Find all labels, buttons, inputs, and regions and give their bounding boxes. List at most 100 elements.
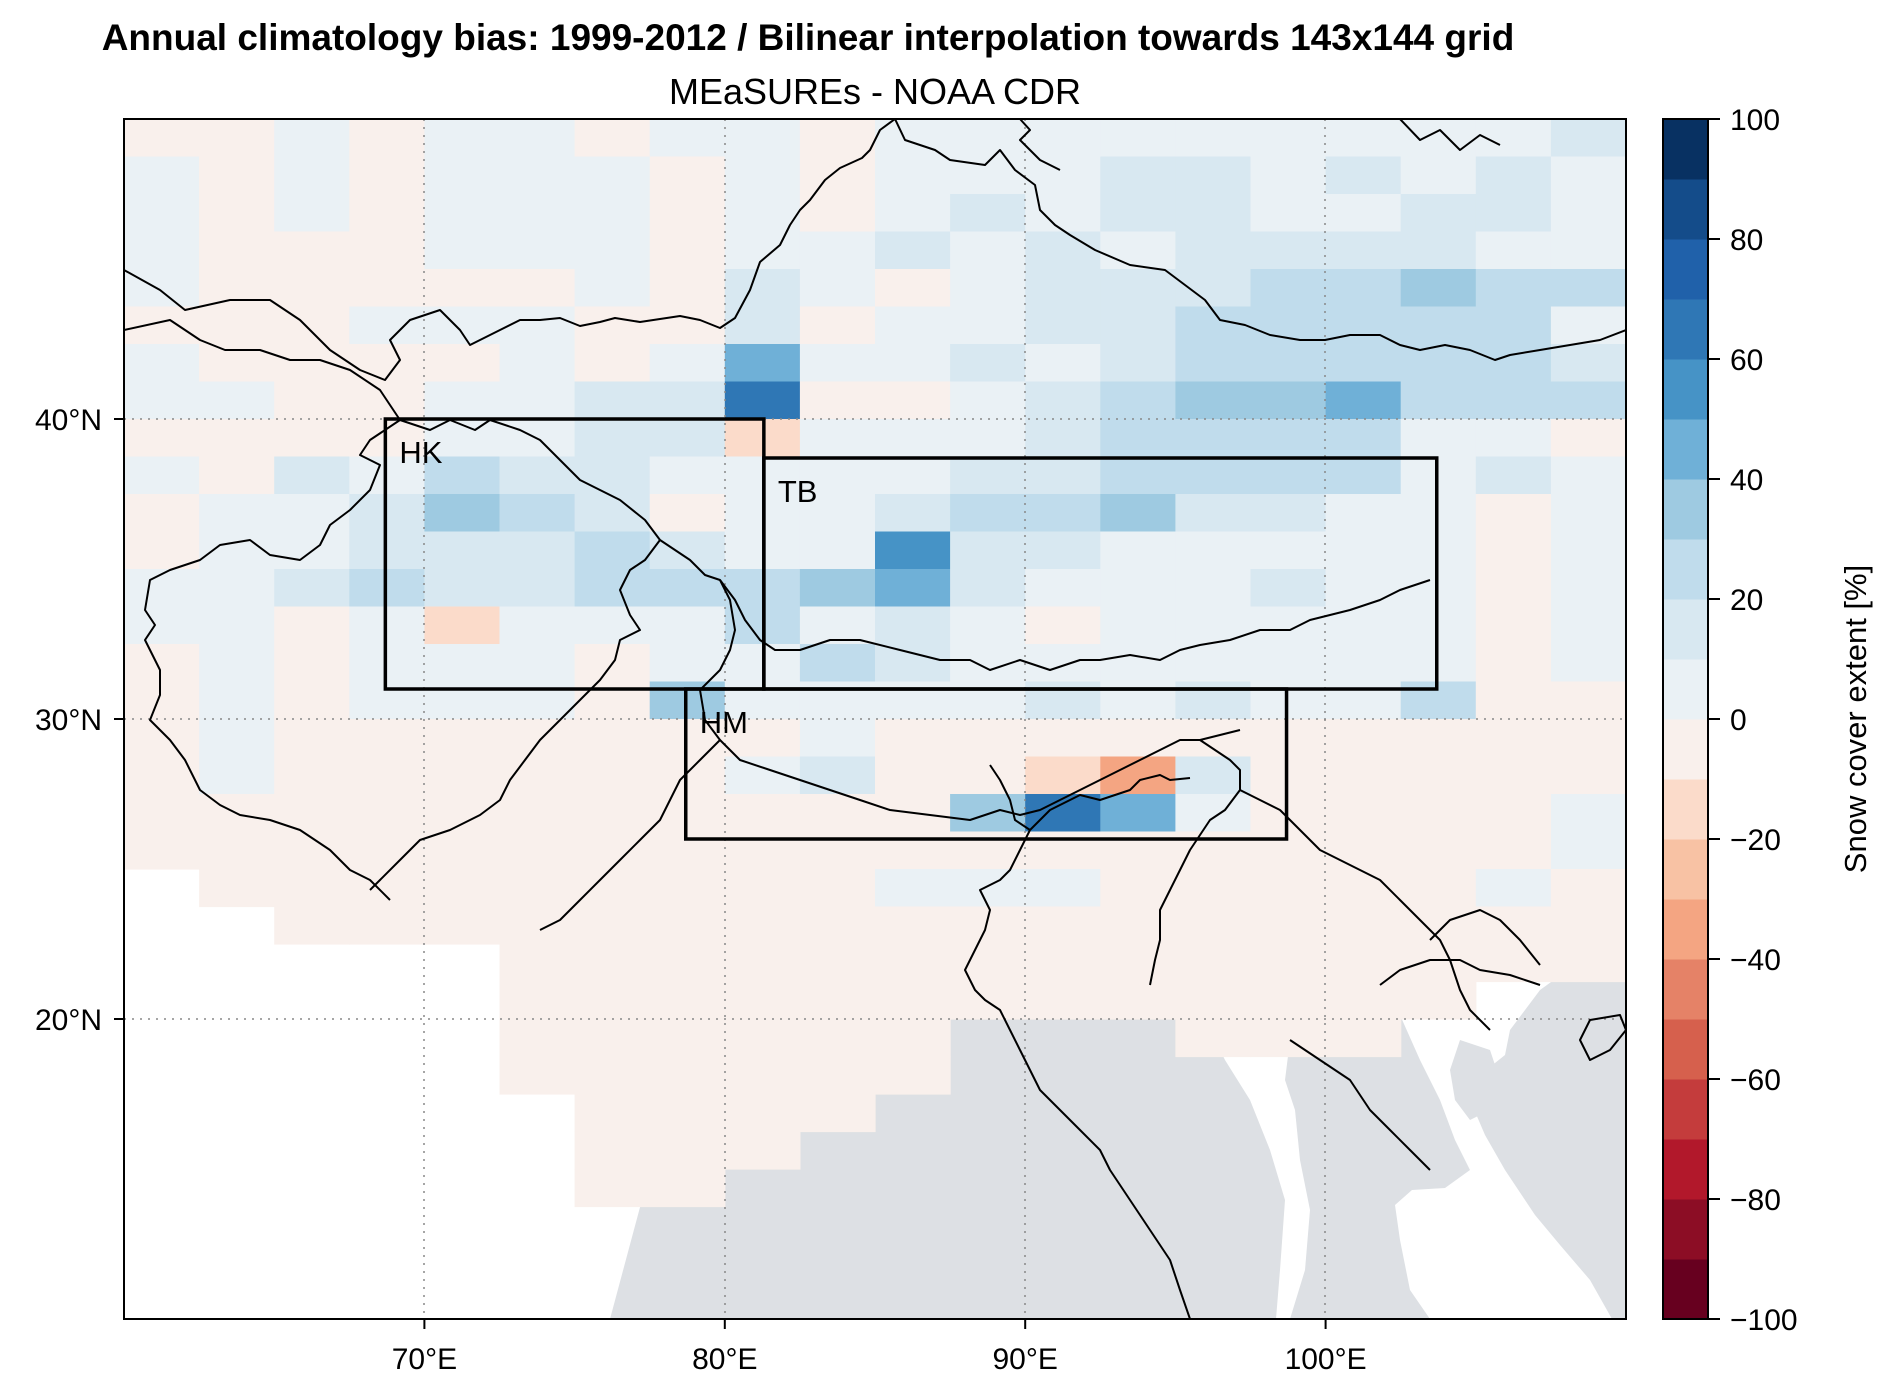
grid-cell	[1175, 306, 1252, 345]
colorbar-tick-label: −100	[1730, 1304, 1798, 1337]
grid-cell	[1250, 869, 1327, 908]
grid-cell	[649, 1131, 726, 1170]
lat-tick-label: 20°N	[35, 1004, 102, 1037]
grid-cell	[1400, 381, 1477, 420]
grid-cell	[124, 231, 200, 270]
grid-cell	[724, 794, 801, 833]
grid-cell	[424, 231, 501, 270]
grid-cell	[1175, 456, 1252, 495]
grid-cell	[1400, 831, 1477, 870]
grid-cell	[649, 944, 726, 983]
grid-cell	[1175, 194, 1252, 233]
figure-title: Annual climatology bias: 1999-2012 / Bil…	[102, 17, 1515, 58]
grid-cell	[1550, 606, 1626, 645]
grid-cell	[1475, 194, 1552, 233]
grid-cell	[1400, 644, 1477, 683]
grid-cell	[499, 381, 576, 420]
grid-cell	[1550, 944, 1626, 983]
grid-cell	[1175, 681, 1252, 720]
grid-cell	[1025, 156, 1101, 195]
grid-cell	[799, 644, 876, 683]
grid-cell	[574, 1056, 651, 1095]
grid-cell	[950, 644, 1026, 683]
grid-cell	[124, 644, 200, 683]
grid-cell	[1250, 719, 1327, 758]
grid-cell	[799, 756, 876, 795]
graticule	[124, 119, 1626, 1319]
grid-cell	[1400, 869, 1477, 908]
grid-cell	[499, 156, 576, 195]
grid-cell	[1100, 644, 1176, 683]
grid-cell	[424, 606, 501, 645]
grid-cell	[1325, 269, 1402, 308]
grid-cell	[950, 419, 1026, 458]
grid-cell	[199, 419, 275, 458]
grid-cell	[1025, 269, 1101, 308]
grid-cell	[875, 456, 951, 495]
grid-cell	[199, 231, 275, 270]
grid-cell	[1550, 269, 1626, 308]
grid-cell	[574, 606, 651, 645]
grid-cell	[1175, 606, 1252, 645]
grid-cell	[1100, 419, 1176, 458]
grid-cell	[950, 756, 1026, 795]
grid-cell	[799, 306, 876, 345]
grid-cell	[1175, 494, 1252, 533]
grid-cell	[649, 156, 726, 195]
region-label-hk: HK	[399, 435, 442, 470]
grid-cell	[649, 606, 726, 645]
grid-cell	[799, 719, 876, 758]
grid-cell	[1025, 906, 1101, 945]
grid-cell	[1400, 119, 1477, 158]
grid-cell	[199, 306, 275, 345]
grid-cell	[1550, 869, 1626, 908]
grid-cell	[1175, 419, 1252, 458]
grid-cell	[1025, 606, 1101, 645]
grid-cell	[649, 906, 726, 945]
grid-cell	[1475, 756, 1552, 795]
grid-cell	[1025, 419, 1101, 458]
region-boxes: HK TB HM	[383, 417, 1439, 841]
grid-cell	[1325, 606, 1402, 645]
lon-tick-label: 90°E	[993, 1343, 1058, 1376]
grid-cell	[274, 719, 350, 758]
grid-cell	[799, 831, 876, 870]
grid-cell	[1175, 756, 1252, 795]
grid-cell	[499, 119, 576, 158]
grid-cell	[1175, 119, 1252, 158]
grid-cell	[875, 606, 951, 645]
colorbar-tick-label: 20	[1730, 584, 1763, 617]
grid-cell	[724, 869, 801, 908]
grid-cell	[199, 681, 275, 720]
grid-cell	[274, 119, 350, 158]
grid-cell	[1325, 944, 1402, 983]
grid-cell	[724, 381, 801, 420]
grid-cell	[1175, 831, 1252, 870]
grid-cell	[1325, 1019, 1402, 1058]
grid-cell	[574, 719, 651, 758]
colorbar-segment	[1663, 599, 1708, 660]
colorbar-segment	[1663, 179, 1708, 240]
grid-cell	[124, 269, 200, 308]
grid-cell	[124, 569, 200, 608]
colorbar-segment	[1663, 539, 1708, 600]
grid-cell	[1250, 944, 1327, 983]
grid-cell	[875, 494, 951, 533]
grid-cell	[875, 944, 951, 983]
grid-cell	[649, 494, 726, 533]
grid-cell	[649, 1056, 726, 1095]
lon-tick-label: 100°E	[1285, 1343, 1367, 1376]
grid-cell	[799, 681, 876, 720]
grid-cell	[724, 1094, 801, 1133]
grid-cell	[1550, 194, 1626, 233]
grid-cell	[349, 719, 425, 758]
grid-cell	[1325, 644, 1402, 683]
grid-cell	[799, 606, 876, 645]
grid-cell	[274, 231, 350, 270]
grid-cell	[1325, 381, 1402, 420]
grid-cell	[124, 494, 200, 533]
grid-cell	[574, 569, 651, 608]
grid-cell	[1250, 494, 1327, 533]
grid-cell	[124, 681, 200, 720]
grid-cell	[574, 119, 651, 158]
